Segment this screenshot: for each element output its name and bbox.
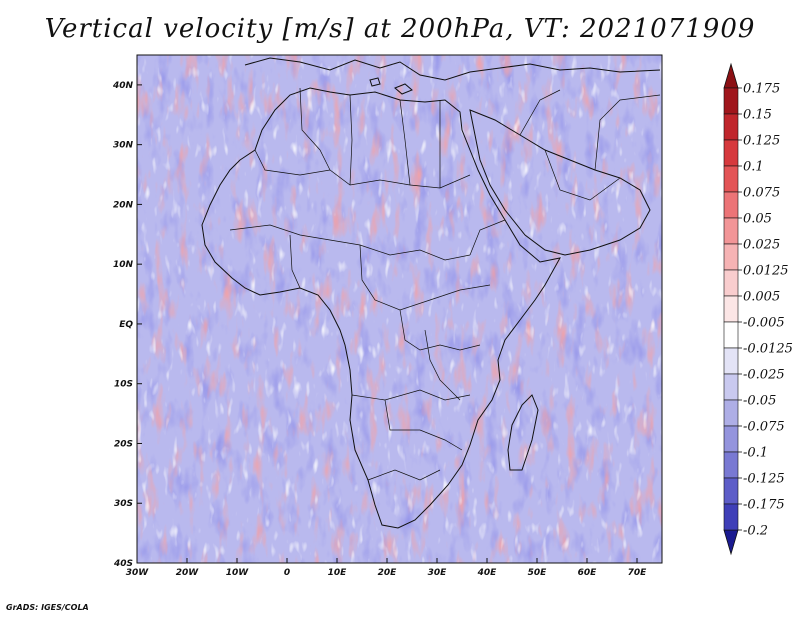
lon-tick-label: 70E	[628, 568, 648, 578]
colorbar: 0.175 0.15 0.125 0.1 0.075 0.05 0.025 0.0125 0.0…	[723, 62, 793, 556]
lon-tick-label: 10E	[328, 568, 348, 578]
colorbar-segment	[723, 165, 739, 193]
colorbar-segment	[723, 425, 739, 453]
colorbar-label: -0.05	[743, 394, 776, 409]
colorbar-segment	[723, 321, 739, 349]
lon-tick-label: 20E	[378, 568, 398, 578]
colorbar-segment	[723, 87, 739, 115]
lon-tick-label: 40E	[477, 568, 498, 578]
lon-tick-label: 30E	[428, 568, 448, 578]
colorbar-bottom-triangle	[723, 529, 739, 556]
colorbar-label: 0.125	[743, 134, 780, 149]
country-borders	[229, 87, 661, 481]
velocity-field	[137, 55, 662, 563]
colorbar-label: -0.2	[743, 524, 768, 539]
colorbar-label: 0.15	[743, 108, 772, 123]
europe-coastline	[244, 57, 661, 81]
colorbar-label: -0.175	[743, 498, 785, 513]
colorbar-label: 0.1	[743, 160, 764, 175]
colorbar-segment	[723, 269, 739, 297]
longitude-ticks: 30W 20W 10W 0 10E 20E 30E 40E 50E 60E 70E	[126, 558, 647, 578]
colorbar-label: -0.025	[743, 368, 785, 383]
colorbar-label: 0.0125	[743, 264, 789, 279]
colorbar-label: 0.075	[743, 186, 780, 201]
lat-tick-label: 40S	[113, 559, 133, 569]
lon-tick-label: 30W	[126, 568, 150, 578]
colorbar-label: -0.075	[743, 420, 785, 435]
lon-tick-label: 10W	[226, 568, 250, 578]
colorbar-label: 0.025	[743, 238, 780, 253]
lat-tick-label: 40N	[112, 81, 134, 91]
colorbar-label: -0.0125	[743, 342, 793, 357]
coastlines	[201, 57, 661, 529]
map-title: Vertical velocity [m/s] at 200hPa, VT: 2…	[44, 14, 756, 44]
colorbar-segment	[723, 243, 739, 271]
colorbar-segment	[723, 399, 739, 427]
colorbar-segment	[723, 451, 739, 479]
colorbar-label: -0.1	[743, 446, 768, 461]
colorbar-segment	[723, 347, 739, 375]
lon-tick-label: 0	[284, 568, 290, 578]
lon-tick-label: 60E	[578, 568, 598, 578]
madagascar-coastline	[507, 394, 539, 471]
grads-credit: GrADS: IGES/COLA	[6, 603, 89, 612]
colorbar-segment	[723, 113, 739, 141]
colorbar-top-triangle	[723, 62, 739, 89]
colorbar-segment	[723, 373, 739, 401]
lat-tick-label: 10N	[113, 260, 134, 270]
map-frame	[136, 54, 663, 564]
lat-tick-label: 20N	[113, 200, 134, 210]
mediterranean-islands	[369, 77, 413, 95]
lat-tick-label: EQ	[119, 320, 133, 330]
africa-coastline	[201, 87, 561, 529]
lon-tick-label: 50E	[528, 568, 548, 578]
colorbar-segment	[723, 503, 739, 531]
colorbar-label: 0.005	[743, 290, 780, 305]
lon-tick-label: 20W	[176, 568, 200, 578]
latitude-ticks: 40N 30N 20N 10N EQ 10S 20S 30S 40S	[112, 81, 142, 569]
colorbar-label: 0.05	[743, 212, 772, 227]
lat-tick-label: 10S	[114, 380, 133, 390]
lat-tick-label: 30N	[113, 141, 134, 151]
lat-tick-label: 30S	[114, 499, 133, 509]
colorbar-segment	[723, 191, 739, 219]
colorbar-segment	[723, 477, 739, 505]
lat-tick-label: 20S	[114, 439, 133, 449]
colorbar-segment	[723, 139, 739, 167]
colorbar-label: -0.005	[743, 316, 785, 331]
colorbar-segment	[723, 217, 739, 245]
colorbar-label: -0.125	[743, 472, 785, 487]
colorbar-label: 0.175	[743, 82, 780, 97]
colorbar-segment	[723, 295, 739, 323]
